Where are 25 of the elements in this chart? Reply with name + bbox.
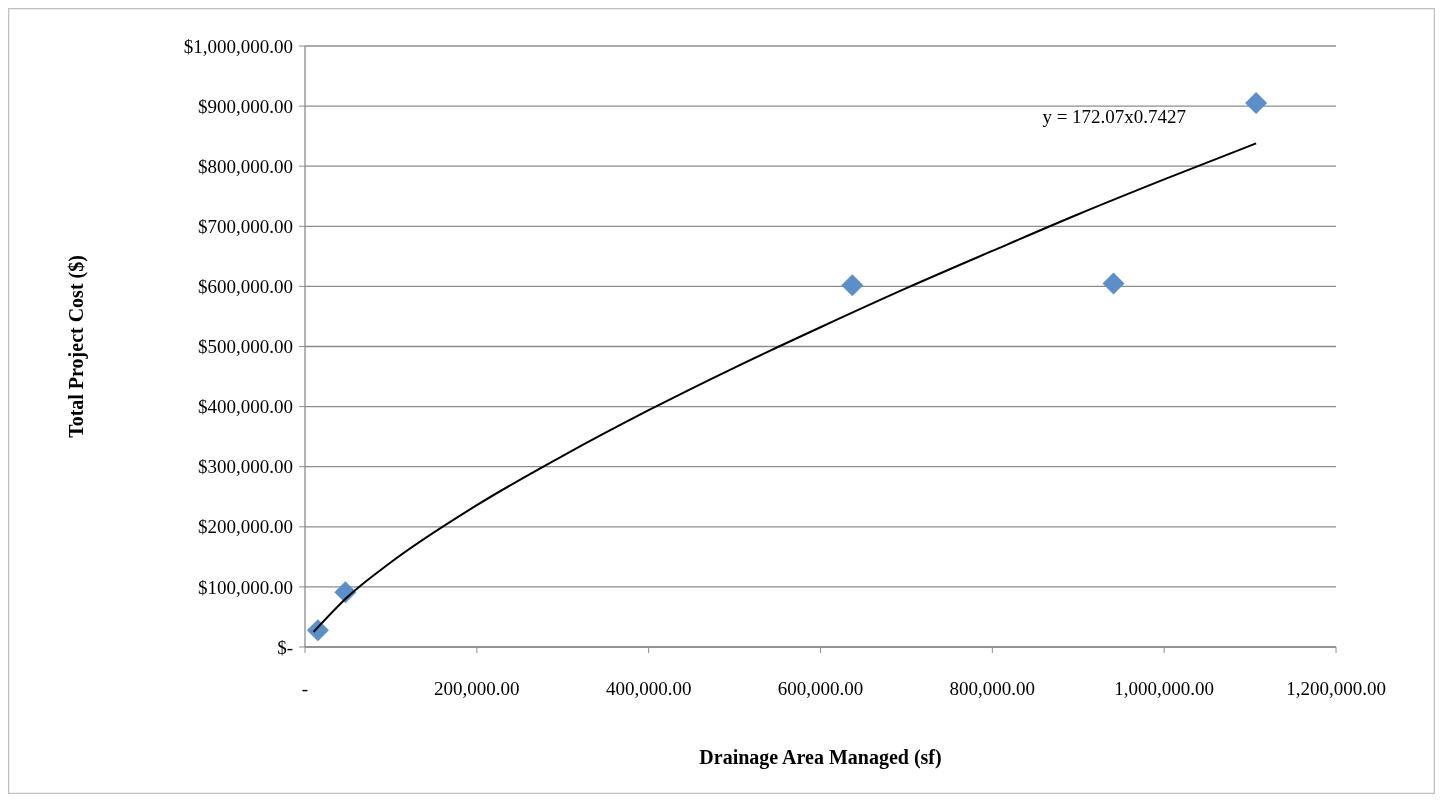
y-tick-label: $700,000.00 [198,215,293,237]
y-tick-label: $500,000.00 [198,336,293,358]
x-tick-label: 1,200,000.00 [1286,678,1386,699]
x-tick-label: 1,000,000.00 [1114,678,1215,699]
x-tick-label: 200,000.00 [434,678,520,699]
x-tick-label: 600,000.00 [777,678,864,699]
y-tick-label: $100,000.00 [198,576,293,598]
annotation: y = 172.07x0.7427 [1042,106,1187,128]
y-tick-label: $400,000.00 [198,396,293,418]
y-tick-label: $900,000.00 [198,95,293,117]
y-tick-label: $600,000.00 [198,276,293,298]
point [841,274,864,297]
y-tick-label: $- [277,636,293,658]
x-tick-label: 800,000.00 [949,678,1036,699]
x-axis-title: Drainage Area Managed (sf) [699,746,942,769]
y-axis-title: Total Project Cost ($) [65,255,88,438]
point [306,619,329,642]
y-tick-label: $1,000,000.00 [183,35,293,57]
point [1245,92,1268,115]
y-tick-label: $300,000.00 [198,456,293,478]
x-tick-label: 400,000.00 [605,678,692,699]
y-tick-label: $200,000.00 [198,516,293,538]
point [1102,272,1125,295]
y-tick-label: $800,000.00 [198,155,293,177]
x-tick-label: - [301,678,309,699]
